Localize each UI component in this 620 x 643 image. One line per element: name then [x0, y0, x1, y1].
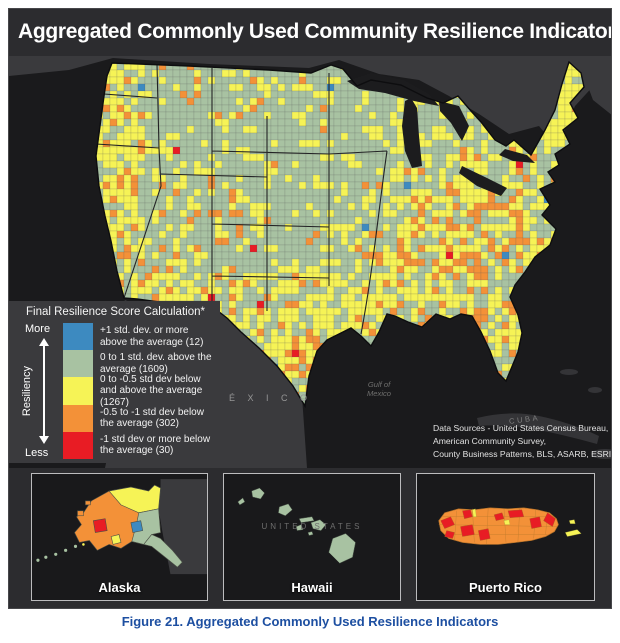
united-states-label: UNITED STATES	[261, 522, 363, 531]
mexico-label: M É X I C O	[209, 393, 313, 403]
puerto-rico-label: Puerto Rico	[469, 580, 542, 595]
cuba-island	[477, 413, 599, 444]
legend-swatch-yellow	[63, 377, 93, 405]
legend-swatch-red	[63, 431, 93, 459]
legend-swatch-blue	[63, 323, 93, 351]
canada-ne-landmass	[569, 56, 611, 115]
bahamas-islet	[560, 369, 578, 375]
canada-landmass	[9, 56, 611, 148]
legend-item: 0 to 1 std. dev. above the average (1609…	[100, 352, 212, 375]
legend-item: +1 std. dev. or more above the average (…	[100, 325, 204, 348]
legend-axis-label: Resiliency	[21, 365, 33, 417]
data-sources: Data Sources - United States Census Bure…	[433, 423, 612, 459]
great-lakes	[347, 73, 535, 196]
map-panel: Aggregated Commonly Used Community Resil…	[8, 8, 612, 609]
legend-title: Final Resilience Score Calculation*	[26, 306, 205, 318]
legend-more-label: More	[25, 323, 51, 335]
gulf-of-mexico-label: Gulf of Mexico	[366, 380, 392, 398]
hispaniola-islet	[591, 449, 611, 459]
legend: Final Resilience Score Calculation* More…	[9, 301, 220, 463]
resiliency-arrow-icon	[38, 338, 50, 444]
us-choropleth-map	[9, 56, 611, 468]
alaska-map	[36, 479, 207, 575]
legend-item: 0 to -0.5 std dev below and above the av…	[100, 373, 203, 408]
hawaii-label: Hawaii	[291, 580, 333, 595]
alaska-label: Alaska	[98, 580, 141, 595]
bahamas-islet-2	[588, 387, 602, 393]
puerto-rico-map	[438, 507, 582, 545]
legend-item: -1 std dev or more below the average (30…	[100, 433, 211, 457]
figure-caption: Figure 21. Aggregated Commonly Used Resi…	[121, 614, 499, 629]
legend-less-label: Less	[25, 447, 49, 459]
legend-labels: +1 std. dev. or more above the average (…	[93, 323, 214, 459]
hawaii-inset: UNITED STATES Hawaii	[223, 473, 401, 601]
state-borders	[96, 63, 388, 335]
legend-swatch-orange	[63, 404, 93, 432]
map-title: Aggregated Commonly Used Community Resil…	[18, 20, 612, 43]
us-outline	[95, 60, 585, 409]
hawaii-map	[237, 487, 356, 564]
legend-item: -0.5 to -1 std dev below the average (30…	[100, 406, 204, 430]
legend-swatch-green	[63, 350, 93, 378]
alaska-inset: Alaska	[31, 473, 208, 601]
legend-axis: More Resiliency Less	[17, 323, 63, 459]
puerto-rico-inset: Puerto Rico	[416, 473, 595, 601]
legend-swatches	[63, 323, 93, 459]
